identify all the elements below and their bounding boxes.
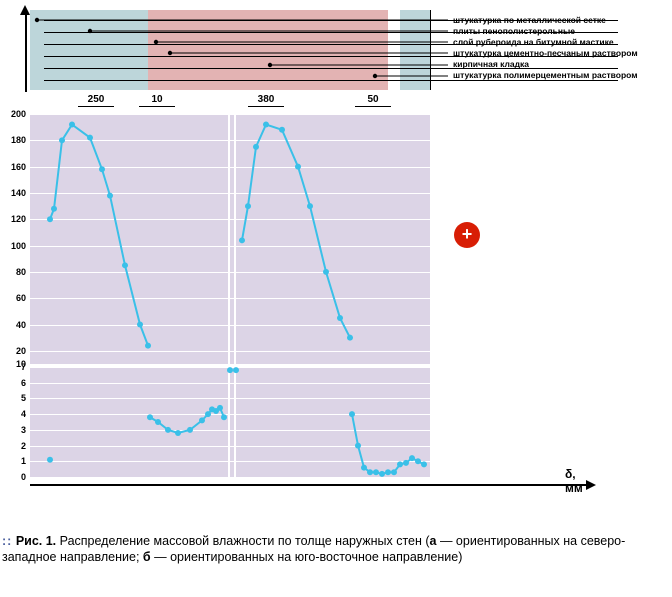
figure: 30 2501038050 штукатурка по металлическо… [30, 10, 660, 499]
caption-t3: — ориентированных на юго-восточное напра… [151, 550, 463, 564]
dimension-label: 50 [361, 94, 385, 105]
y-tick: 7 [21, 362, 26, 372]
legend-item: штукатурка цементно-песчаным раствором [450, 48, 638, 59]
caption-b: б [143, 550, 151, 564]
y-tick: 4 [21, 409, 26, 419]
wall-legend: штукатурка по металлической сеткеплиты п… [450, 15, 638, 81]
charts-area: величина массовой влажности W, % 1020406… [30, 114, 430, 499]
legend-item: штукатурка полимерцементным раствором [450, 70, 638, 81]
chart-lower-svg [30, 367, 430, 477]
dim-30: 30 [2, 0, 13, 3]
chart-upper-panel: 1020406080100120140160180200 – + [30, 114, 430, 364]
y-tick: 180 [11, 135, 26, 145]
y-tick: 5 [21, 393, 26, 403]
wall-y-arrow-icon [20, 5, 30, 15]
y-tick: 0 [21, 472, 26, 482]
chart-upper-svg [30, 114, 430, 364]
y-tick: 120 [11, 214, 26, 224]
legend-leaders [30, 10, 450, 90]
x-axis-arrow-icon [586, 480, 596, 490]
y-tick: 160 [11, 162, 26, 172]
legend-item: плиты пенополистерольные [450, 26, 638, 37]
dimension-label: 250 [84, 94, 108, 105]
y-tick: 2 [21, 441, 26, 451]
legend-item: штукатурка по металлической сетке [450, 15, 638, 26]
caption-t1: Распределение массовой влажности по толщ… [56, 534, 429, 548]
y-tick: 40 [16, 320, 26, 330]
chart-lower-panel: 01234567 [30, 367, 430, 477]
x-axis: δ, мм [30, 479, 430, 499]
dimension-label: 10 [145, 94, 169, 105]
legend-item: слой рубероида на битумной мастике [450, 37, 638, 48]
y-tick: 3 [21, 425, 26, 435]
y-tick: 1 [21, 456, 26, 466]
dimension-label: 380 [254, 94, 278, 105]
wall-y-axis [25, 10, 27, 92]
figure-caption: :: Рис. 1. Распределение массовой влажно… [2, 533, 670, 565]
y-tick: 20 [16, 346, 26, 356]
x-axis-line [30, 484, 590, 486]
y-tick: 60 [16, 293, 26, 303]
y-tick: 140 [11, 188, 26, 198]
plus-badge: + [454, 222, 480, 248]
caption-fig-label: Рис. 1. [16, 534, 56, 548]
x-axis-label: δ, мм [565, 467, 583, 495]
y-tick: 80 [16, 267, 26, 277]
caption-prefix: :: [2, 534, 12, 548]
y-tick: 100 [11, 241, 26, 251]
y-tick: 200 [11, 109, 26, 119]
legend-item: кирпичная кладка [450, 59, 638, 70]
dimension-row: 250 10 380 50 [30, 94, 660, 110]
y-tick: 6 [21, 378, 26, 388]
